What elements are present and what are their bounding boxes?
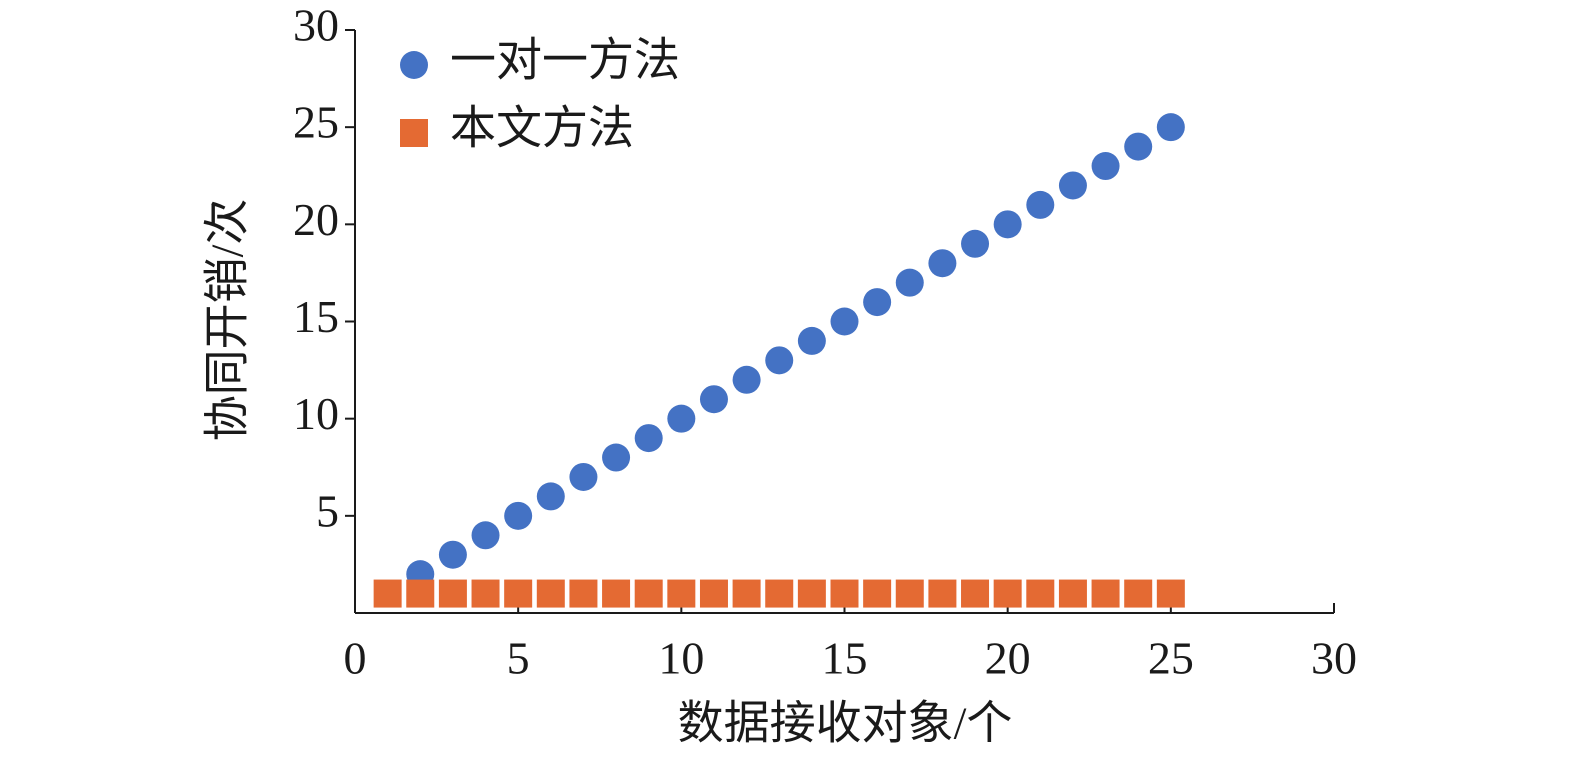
legend-marker [400, 119, 428, 147]
point [1058, 171, 1087, 200]
point [961, 229, 990, 258]
y-tick-label: 30 [293, 0, 339, 51]
point [602, 443, 631, 472]
point [765, 579, 794, 608]
point [928, 249, 957, 278]
x-tick-label: 25 [1148, 633, 1194, 684]
point [895, 579, 924, 608]
x-tick-label: 5 [507, 633, 530, 684]
x-tick-label: 30 [1311, 633, 1357, 684]
point [1026, 190, 1055, 219]
point [569, 462, 598, 491]
point [993, 210, 1022, 239]
point [797, 326, 826, 355]
point [1026, 579, 1055, 608]
legend-marker [400, 51, 428, 79]
x-tick-label: 20 [985, 633, 1031, 684]
point [993, 579, 1022, 608]
point [536, 579, 565, 608]
point [863, 288, 892, 317]
point [406, 579, 435, 608]
point [471, 521, 500, 550]
point [732, 365, 761, 394]
x-tick-label: 15 [822, 633, 868, 684]
legend-label: 本文方法 [450, 103, 634, 154]
point [895, 268, 924, 297]
point [863, 579, 892, 608]
point [1156, 113, 1185, 142]
point [634, 424, 663, 453]
point [830, 307, 859, 336]
point [471, 579, 500, 608]
point [699, 385, 728, 414]
y-tick-label: 5 [316, 485, 339, 536]
point [667, 404, 696, 433]
y-axis-label: 协同开销/次 [202, 199, 253, 442]
point [1091, 152, 1120, 181]
y-tick-label: 10 [293, 388, 339, 439]
point [373, 579, 402, 608]
point [1091, 579, 1120, 608]
x-axis-label: 数据接收对象/个 [678, 698, 1013, 749]
point [1156, 579, 1185, 608]
point [667, 579, 696, 608]
point [961, 579, 990, 608]
point [536, 482, 565, 511]
x-tick-label: 10 [658, 633, 704, 684]
point [634, 579, 663, 608]
point [1058, 579, 1087, 608]
point [438, 540, 467, 569]
y-tick-label: 25 [293, 97, 339, 148]
point [732, 579, 761, 608]
point [504, 579, 533, 608]
point [438, 579, 467, 608]
point [928, 579, 957, 608]
point [569, 579, 598, 608]
point [699, 579, 728, 608]
point [765, 346, 794, 375]
y-tick-label: 15 [293, 291, 339, 342]
point [1124, 579, 1153, 608]
point [830, 579, 859, 608]
legend-label: 一对一方法 [450, 35, 680, 86]
x-tick-label: 0 [344, 633, 367, 684]
y-tick-label: 20 [293, 194, 339, 245]
point [602, 579, 631, 608]
point [504, 501, 533, 530]
point [1124, 132, 1153, 161]
point [797, 579, 826, 608]
